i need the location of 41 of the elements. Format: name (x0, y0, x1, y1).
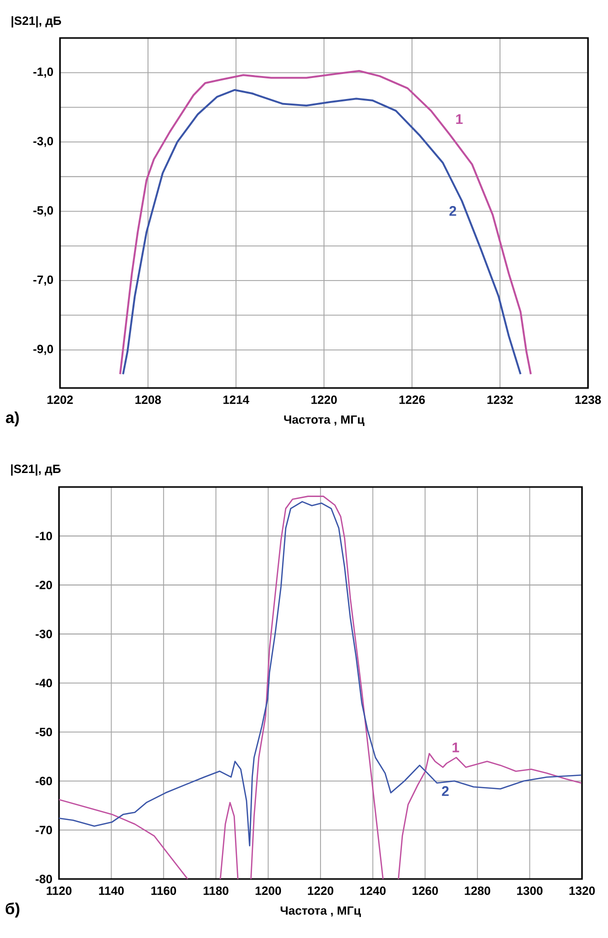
y-tick-label: -70 (36, 826, 52, 834)
x-tick-label: 1220 (308, 886, 334, 895)
x-axis-title: Частота , МГц (284, 415, 364, 426)
y-tick-label: -1,0 (33, 68, 53, 78)
y-tick-label: -7,0 (33, 275, 53, 286)
y-axis-title: |S21|, дБ (11, 464, 61, 476)
series-label: 2 (449, 206, 456, 216)
y-tick-label: -20 (36, 580, 52, 590)
x-tick-label: 1180 (204, 886, 228, 895)
x-tick-label: 1300 (517, 886, 543, 896)
series-label: 2 (442, 786, 449, 796)
x-tick-label: 1320 (569, 886, 595, 896)
y-tick-label: -30 (36, 630, 52, 638)
x-tick-label: 1200 (256, 886, 281, 895)
y-tick-label: -80 (36, 874, 52, 884)
y-tick-label: -3,0 (33, 136, 53, 148)
text: б) (6, 902, 20, 918)
y-tick-label: -40 (36, 678, 52, 688)
y-tick-label: -5,0 (33, 206, 53, 216)
x-tick-label: 1160 (151, 886, 176, 895)
x-tick-label: 1280 (464, 886, 490, 895)
y-tick-label: -60 (36, 776, 52, 786)
series-label: 1 (452, 742, 460, 752)
text: а) (6, 411, 19, 426)
x-tick-label: 1232 (487, 396, 513, 404)
y-tick-label: -9,0 (33, 344, 53, 355)
y-axis-title: |S21|, дБ (12, 16, 62, 28)
x-tick-label: 1220 (311, 396, 337, 404)
x-tick-label: 1240 (360, 886, 386, 895)
y-tick-label: -50 (36, 728, 52, 736)
x-tick-label: 1208 (135, 396, 161, 404)
x-tick-label: 1238 (575, 396, 601, 404)
x-axis-title: Частота , МГц (280, 906, 361, 918)
x-tick-label: 1140 (99, 886, 124, 895)
x-tick-label: 1260 (412, 886, 438, 895)
y-tick-label: -10 (36, 532, 52, 540)
x-tick-label: 1226 (399, 396, 425, 404)
x-tick-label: 1214 (223, 396, 250, 404)
series-label: 1 (456, 114, 463, 124)
x-tick-label: 1120 (46, 886, 72, 895)
x-tick-label: 1202 (47, 396, 73, 404)
